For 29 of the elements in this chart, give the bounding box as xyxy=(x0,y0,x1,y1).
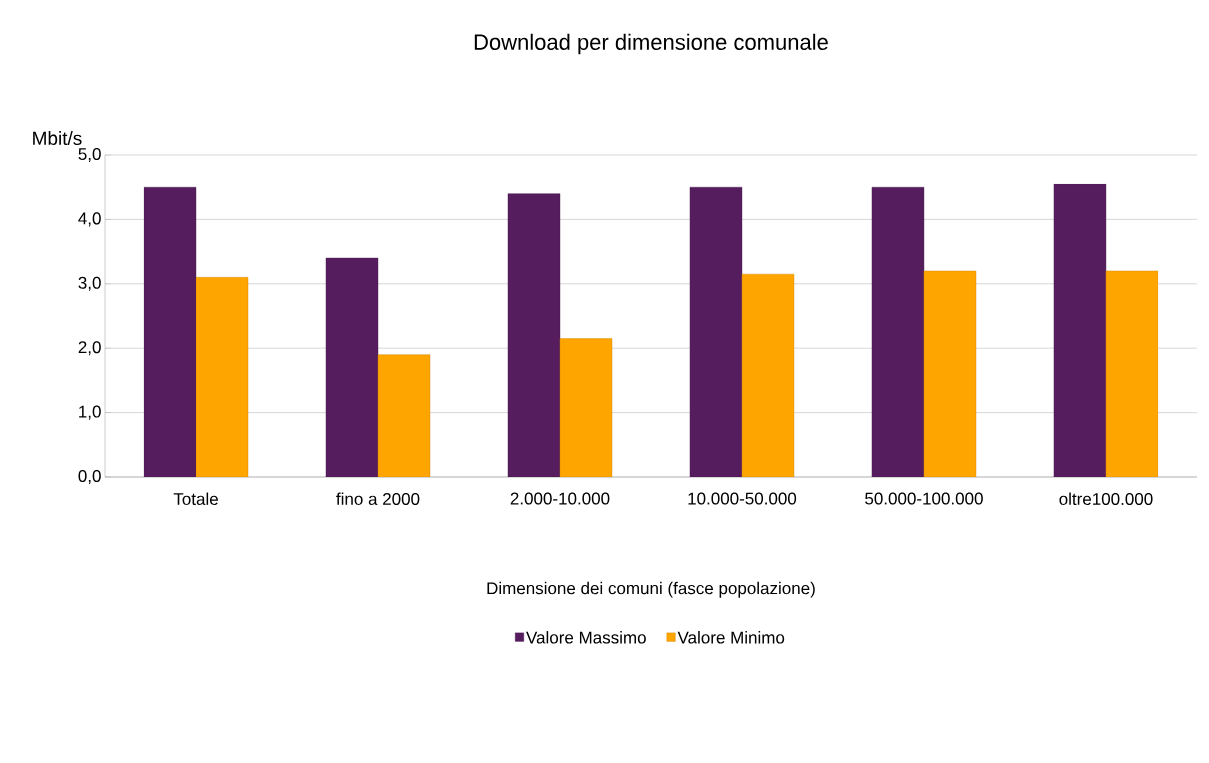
y-tick-label: 1,0 xyxy=(79,405,101,420)
bar xyxy=(741,273,795,477)
chart-title: Download per dimensione comunale xyxy=(474,33,828,55)
y-axis-title: Mbit/s xyxy=(33,131,82,146)
y-tick-label: 5,0 xyxy=(78,147,101,163)
y-tick-label: 0,0 xyxy=(78,469,101,485)
bar xyxy=(143,187,197,477)
legend-label: Valore Minimo xyxy=(677,631,785,644)
x-tick-label: oltre100.000 xyxy=(1059,492,1153,506)
bar xyxy=(871,187,925,477)
y-tick-label: 4,0 xyxy=(78,212,101,227)
y-tick-label: 3,0 xyxy=(78,276,101,291)
bar xyxy=(195,277,249,477)
bar xyxy=(1053,183,1107,477)
x-tick-label: 2.000-10.000 xyxy=(510,492,610,505)
x-tick-label: 10.000-50.000 xyxy=(688,492,797,505)
bar xyxy=(325,257,379,477)
legend-label: Valore Massimo xyxy=(526,631,646,644)
x-tick-label: Totale xyxy=(173,492,218,506)
bar xyxy=(377,354,431,477)
x-axis-title: Dimensione dei comuni (fasce popolazione) xyxy=(487,581,815,598)
x-tick-label: fino a 2000 xyxy=(336,492,420,506)
y-tick-label: 2,0 xyxy=(78,341,101,356)
x-tick-label: 50.000-100.000 xyxy=(865,492,983,505)
bar xyxy=(689,187,743,477)
bar xyxy=(923,270,977,477)
bar xyxy=(507,193,561,477)
bar xyxy=(1105,270,1159,477)
bar xyxy=(559,338,613,477)
